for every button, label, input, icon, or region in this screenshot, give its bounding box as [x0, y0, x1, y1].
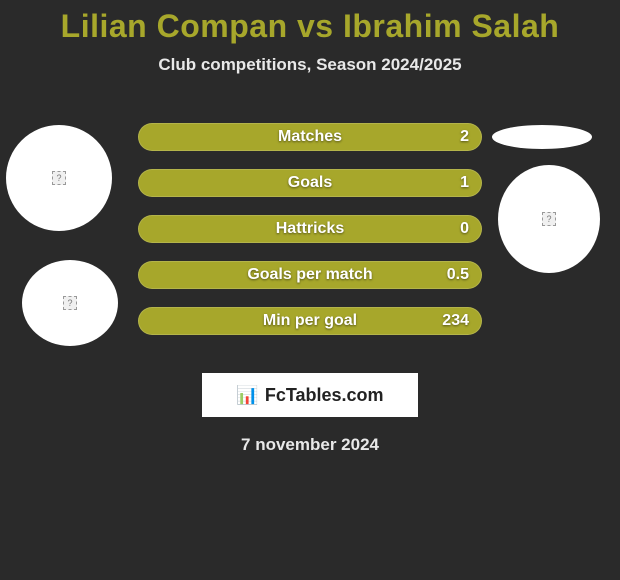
stat-bar: Goals 1	[138, 169, 482, 197]
page-title: Lilian Compan vs Ibrahim Salah	[0, 0, 620, 45]
stat-bar-value: 2	[460, 128, 469, 146]
broken-image-icon: ?	[542, 212, 556, 226]
brand-text: FcTables.com	[265, 385, 384, 406]
stat-bar-label: Min per goal	[263, 312, 357, 330]
avatar-left-secondary: ?	[22, 260, 118, 346]
stat-bar: Goals per match 0.5	[138, 261, 482, 289]
stat-bar-value: 234	[442, 312, 469, 330]
avatar-left-primary: ?	[6, 125, 112, 231]
avatar-right-oval	[492, 125, 592, 149]
stat-bar-label: Hattricks	[276, 220, 344, 238]
stat-bar-value: 0	[460, 220, 469, 238]
subtitle: Club competitions, Season 2024/2025	[0, 55, 620, 75]
stat-bar-label: Matches	[278, 128, 342, 146]
stat-bar-label: Goals per match	[247, 266, 372, 284]
stat-bar-label: Goals	[288, 174, 332, 192]
stat-bar: Matches 2	[138, 123, 482, 151]
stat-bars: Matches 2 Goals 1 Hattricks 0 Goals per match 0…	[138, 123, 482, 353]
broken-image-icon: ?	[52, 171, 66, 185]
avatar-right-primary: ?	[498, 165, 600, 273]
stat-bar: Min per goal 234	[138, 307, 482, 335]
comparison-area: ? ? ? Matches 2 Goals 1 Hattricks 0 Goals per …	[0, 105, 620, 355]
brand-box: 📊 FcTables.com	[202, 373, 418, 417]
brand-chart-icon: 📊	[236, 385, 258, 406]
stat-bar: Hattricks 0	[138, 215, 482, 243]
date-label: 7 november 2024	[0, 435, 620, 455]
stat-bar-value: 1	[460, 174, 469, 192]
broken-image-icon: ?	[63, 296, 77, 310]
stat-bar-value: 0.5	[447, 266, 469, 284]
